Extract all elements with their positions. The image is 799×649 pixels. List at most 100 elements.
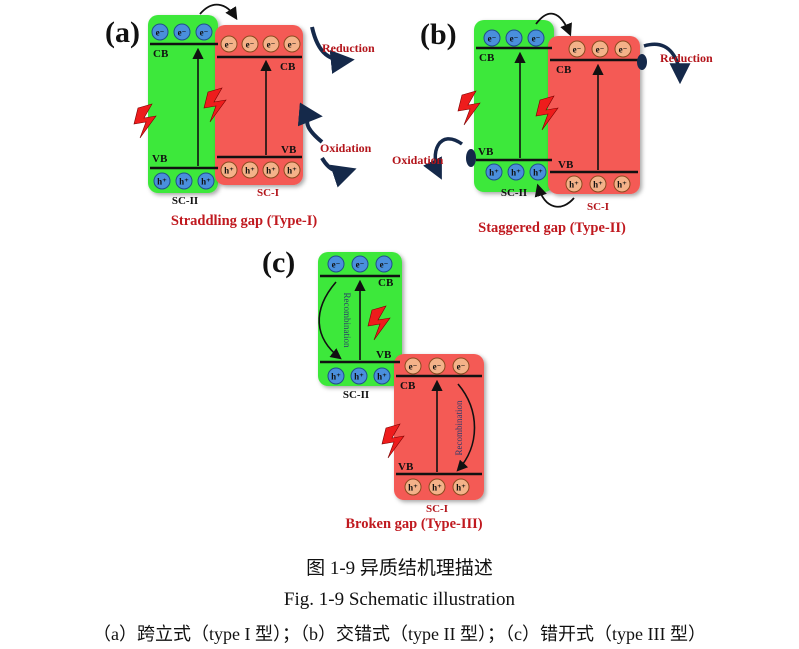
sc-i-label: SC-I [587,201,609,213]
electron: e⁻ [452,357,470,375]
electron: e⁻ [568,40,586,58]
hole: h⁺ [507,163,525,181]
oxidation-label: Oxidation [392,153,444,167]
electron: e⁻ [173,23,191,41]
oxidation-arrow [423,137,464,180]
svg-text:h⁺: h⁺ [377,372,387,382]
svg-text:h⁺: h⁺ [533,168,543,178]
svg-text:h⁺: h⁺ [179,177,189,187]
vb-label: VB [281,144,297,156]
panel-a: (a) e⁻ e⁻ e⁻ e⁻ e⁻ e⁻ e⁻ h⁺ h⁺ h⁺ h⁺ h⁺ … [105,3,375,229]
svg-text:h⁺: h⁺ [511,168,521,178]
electron: e⁻ [241,35,259,53]
hole: h⁺ [613,175,631,193]
reduction-label: Reduction [322,41,375,55]
svg-text:h⁺: h⁺ [201,177,211,187]
hole: h⁺ [350,367,368,385]
electron: e⁻ [151,23,169,41]
cb-label: CB [280,61,296,73]
svg-text:h⁺: h⁺ [157,177,167,187]
reduction-arrow [310,26,355,74]
electron: e⁻ [195,23,213,41]
oxidation-label: Oxidation [320,141,372,155]
vb-label: VB [152,153,168,165]
panel-b-letter: (b) [420,18,457,51]
electron-transfer-arrow [535,12,572,37]
electron: e⁻ [614,40,632,58]
svg-text:e⁻: e⁻ [532,34,541,44]
electron: e⁻ [375,255,393,273]
sc-ii-label: SC-II [501,187,527,199]
hole: h⁺ [283,161,301,179]
svg-text:h⁺: h⁺ [266,166,276,176]
svg-text:e⁻: e⁻ [332,260,341,270]
hole: h⁺ [153,172,171,190]
hole: h⁺ [373,367,391,385]
recombination-label: Recombination [342,293,352,348]
hole: h⁺ [529,163,547,181]
svg-text:e⁻: e⁻ [356,260,365,270]
svg-text:e⁻: e⁻ [573,45,582,55]
sc-ii-block [148,15,218,193]
electron: e⁻ [351,255,369,273]
panel-c: (c) Recombination Recombination e⁻ e⁻ e⁻… [262,246,484,532]
sc-ii-block [474,20,554,192]
svg-text:e⁻: e⁻ [380,260,389,270]
sc-ii-label: SC-II [343,389,369,401]
reaction-site [466,149,476,167]
hole: h⁺ [589,175,607,193]
electron: e⁻ [327,255,345,273]
hole: h⁺ [241,161,259,179]
hole-transfer-arrow [534,183,575,208]
sc-i-block [215,25,303,185]
hole: h⁺ [404,478,422,496]
sc-i-block [548,36,640,194]
electron: e⁻ [483,29,501,47]
svg-text:e⁻: e⁻ [156,28,165,38]
panel-a-title: Straddling gap (Type-I) [171,213,318,229]
reduction-arrow [643,42,691,85]
panel-a-letter: (a) [105,16,140,49]
oxidation-arrow [297,102,324,144]
svg-text:h⁺: h⁺ [593,180,603,190]
recombination-arrow [318,281,342,360]
sc-i-label: SC-I [426,503,448,515]
svg-text:e⁻: e⁻ [200,28,209,38]
panel-b: (b) e⁻ e⁻ e⁻ e⁻ e⁻ e⁻ h⁺ h⁺ h⁺ h⁺ h⁺ h⁺ … [392,12,713,236]
svg-text:h⁺: h⁺ [569,180,579,190]
svg-text:h⁺: h⁺ [489,168,499,178]
svg-text:e⁻: e⁻ [267,40,276,50]
svg-text:e⁻: e⁻ [457,362,466,372]
hole: h⁺ [428,478,446,496]
vb-label: VB [376,349,392,361]
vb-label: VB [558,159,574,171]
electron: e⁻ [404,357,422,375]
electron: e⁻ [262,35,280,53]
svg-text:h⁺: h⁺ [331,372,341,382]
sc-i-label: SC-I [257,187,279,199]
electron: e⁻ [527,29,545,47]
svg-text:h⁺: h⁺ [617,180,627,190]
cb-label: CB [400,380,416,392]
cb-label: CB [153,48,169,60]
svg-text:h⁺: h⁺ [245,166,255,176]
svg-text:e⁻: e⁻ [409,362,418,372]
svg-text:h⁺: h⁺ [408,483,418,493]
hole: h⁺ [485,163,503,181]
reduction-label: Reduction [660,51,713,65]
vb-label: VB [478,146,494,158]
hole: h⁺ [220,161,238,179]
hole: h⁺ [175,172,193,190]
svg-text:h⁺: h⁺ [354,372,364,382]
oxidation-arrow [320,156,357,188]
electron: e⁻ [505,29,523,47]
svg-text:h⁺: h⁺ [456,483,466,493]
electron: e⁻ [428,357,446,375]
sc-ii-label: SC-II [172,195,198,207]
hole: h⁺ [327,367,345,385]
hole: h⁺ [262,161,280,179]
svg-text:e⁻: e⁻ [246,40,255,50]
electron: e⁻ [591,40,609,58]
svg-text:e⁻: e⁻ [288,40,297,50]
recombination-arrow [456,383,476,472]
